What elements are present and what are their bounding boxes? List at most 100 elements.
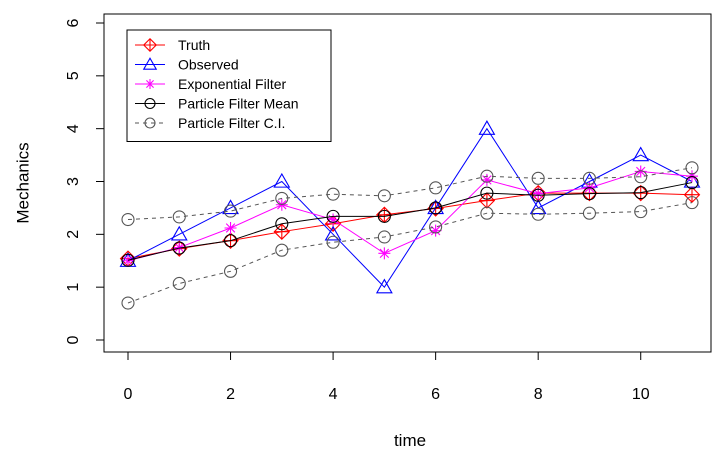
- series-1: [119, 120, 701, 294]
- x-tick-label: 0: [124, 386, 133, 403]
- data-point: [273, 223, 291, 240]
- data-point: [275, 217, 289, 231]
- data-point: [634, 170, 648, 184]
- data-point: [429, 201, 443, 215]
- x-tick-label: 6: [431, 386, 440, 403]
- data-point: [429, 181, 443, 195]
- data-point: [223, 204, 238, 218]
- data-point: [529, 199, 547, 215]
- data-point: [377, 209, 391, 223]
- data-point: [172, 210, 186, 224]
- data-point: [224, 221, 237, 234]
- data-point: [582, 206, 597, 220]
- data-point: [326, 235, 340, 249]
- data-point: [480, 173, 493, 186]
- data-point: [685, 196, 699, 210]
- data-point: [122, 254, 134, 267]
- data-point: [275, 243, 289, 257]
- x-tick-label: 4: [329, 386, 338, 403]
- data-point: [173, 241, 186, 254]
- y-tick-label: 0: [65, 335, 82, 344]
- data-point: [480, 169, 494, 183]
- data-point: [634, 186, 648, 200]
- data-point: [683, 186, 701, 203]
- x-axis: 0 2 4 6 8 10: [124, 351, 650, 403]
- data-point: [326, 209, 340, 223]
- data-point: [429, 220, 443, 234]
- series-line: [127, 170, 693, 262]
- legend-label: Particle Filter C.I.: [178, 115, 285, 131]
- legend: Truth Observed Exponential Filter Particle …: [126, 29, 332, 142]
- y-tick-label: 2: [65, 230, 82, 239]
- data-point: [377, 189, 391, 203]
- legend-entry: Particle Filter Mean: [135, 96, 299, 112]
- data-point: [121, 212, 135, 227]
- data-point: [326, 187, 340, 201]
- x-tick-label: 8: [534, 386, 543, 403]
- series-4: [121, 161, 699, 227]
- data-point: [121, 253, 135, 267]
- data-point: [275, 191, 289, 205]
- data-point: [144, 97, 156, 110]
- legend-label: Truth: [178, 37, 210, 53]
- data-point: [478, 192, 496, 209]
- series-line: [127, 127, 693, 288]
- data-point: [223, 234, 238, 248]
- series-line: [127, 202, 693, 304]
- y-axis-title: Mechanics: [13, 142, 32, 223]
- data-point: [170, 225, 188, 241]
- legend-label: Exponential Filter: [178, 76, 287, 92]
- data-point: [685, 161, 699, 175]
- y-axis: 0 1 2 3 4 5 6: [65, 18, 105, 344]
- series-layer: [119, 120, 701, 310]
- data-point: [685, 176, 699, 190]
- x-tick-label: 2: [226, 386, 235, 403]
- data-point: [478, 120, 496, 135]
- legend-entry: Truth: [135, 37, 210, 53]
- data-point: [634, 165, 647, 178]
- data-point: [632, 146, 650, 162]
- legend-entry: Exponential Filter: [135, 76, 287, 92]
- data-point: [375, 278, 393, 294]
- y-tick-label: 1: [65, 283, 82, 292]
- y-tick-label: 5: [65, 71, 82, 80]
- series-line: [127, 167, 693, 221]
- legend-entry: Observed: [135, 57, 239, 73]
- series-3: [121, 176, 699, 267]
- y-tick-label: 3: [65, 177, 82, 186]
- data-point: [327, 213, 340, 226]
- x-axis-title: time: [394, 431, 426, 450]
- data-point: [172, 241, 186, 255]
- data-point: [531, 188, 545, 202]
- series-line: [127, 182, 693, 261]
- data-point: [142, 57, 158, 70]
- data-point: [582, 187, 597, 201]
- data-point: [172, 276, 186, 291]
- data-point: [582, 171, 597, 185]
- data-point: [223, 264, 238, 278]
- data-point: [145, 79, 155, 89]
- data-point: [480, 206, 494, 220]
- y-tick-label: 4: [65, 124, 82, 133]
- data-point: [531, 171, 545, 185]
- data-point: [634, 205, 648, 219]
- data-point: [532, 187, 545, 200]
- data-point: [142, 37, 158, 53]
- data-point: [480, 186, 494, 200]
- legend-label: Observed: [178, 57, 239, 73]
- legend-entry: Particle Filter C.I.: [135, 115, 285, 131]
- data-point: [429, 224, 442, 237]
- data-point: [273, 172, 291, 188]
- data-point: [121, 296, 135, 310]
- data-point: [531, 207, 545, 221]
- x-tick-label: 10: [632, 386, 650, 403]
- data-point: [144, 117, 156, 129]
- data-point: [378, 247, 391, 260]
- y-tick-label: 6: [65, 18, 82, 27]
- series-5: [121, 196, 699, 310]
- data-point: [324, 225, 342, 241]
- data-point: [377, 230, 391, 244]
- legend-label: Particle Filter Mean: [178, 96, 299, 112]
